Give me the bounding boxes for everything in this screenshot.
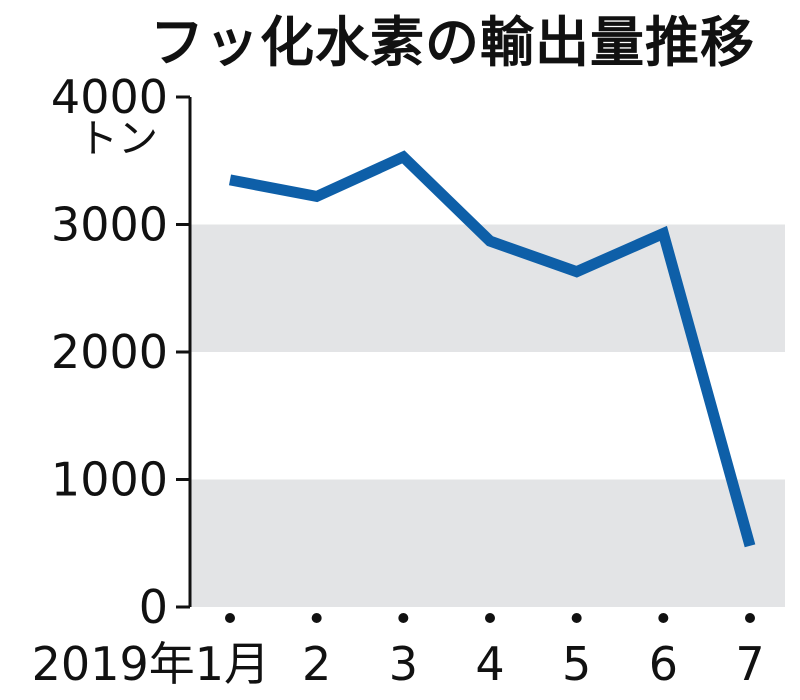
y-tick-labels: 0 1000 2000 3000 4000 [51, 70, 168, 634]
y-tick-label: 1000 [51, 453, 168, 507]
x-tick-dot [571, 613, 582, 623]
y-tick-label: 2000 [51, 325, 168, 379]
y-unit-label: トン [78, 116, 158, 162]
x-tick-labels: 2019年1月 2 3 4 5 6 7 [32, 637, 765, 691]
x-tick-dot [485, 613, 495, 623]
x-tick-markers [225, 613, 755, 623]
y-axis [176, 95, 192, 609]
x-tick-label: 6 [649, 637, 678, 691]
x-tick-dot [398, 613, 409, 623]
background-band [190, 479, 785, 607]
x-tick-dot [225, 613, 235, 623]
chart-title: フッ化水素の輸出量推移 [150, 11, 755, 74]
data-series [228, 150, 756, 548]
x-tick-label: 4 [475, 637, 504, 691]
x-tick-label: 2 [302, 637, 331, 691]
y-tick-label: 0 [139, 580, 168, 634]
x-tick-label: 2019年1月 [32, 637, 270, 691]
x-tick-dot [658, 613, 669, 623]
background-bands [190, 224, 785, 607]
x-tick-dot [311, 613, 322, 623]
y-tick-label: 3000 [51, 198, 168, 252]
x-tick-dot [745, 613, 755, 623]
x-tick-label: 5 [562, 637, 591, 691]
x-tick-label: 3 [389, 637, 418, 691]
y-tick-label: 4000 [51, 70, 168, 124]
x-tick-label: 7 [735, 637, 764, 691]
